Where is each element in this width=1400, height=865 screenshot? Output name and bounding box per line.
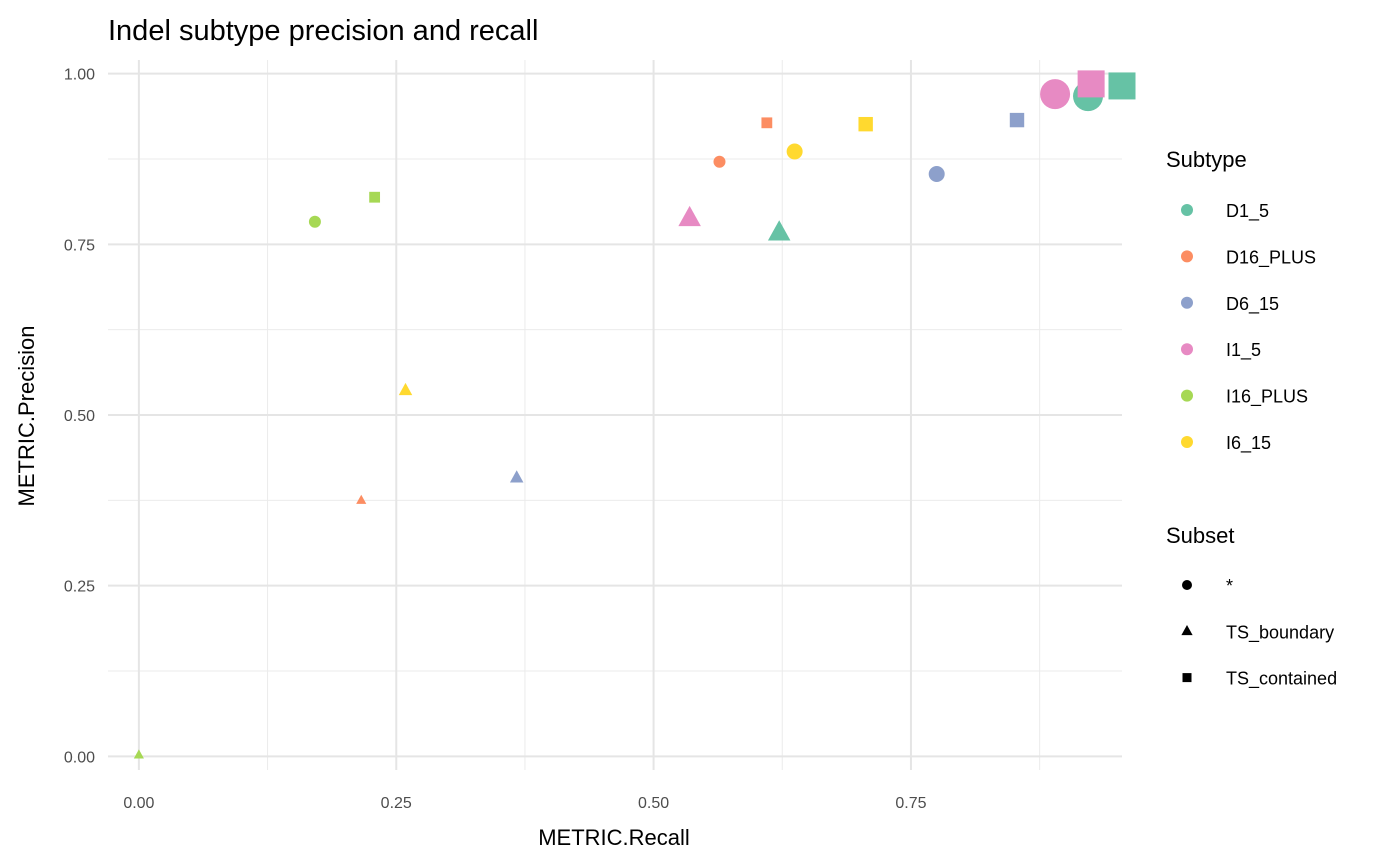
y-axis-title: METRIC.Precision (14, 326, 39, 507)
chart-title: Indel subtype precision and recall (108, 15, 538, 47)
legend-key-i1-5 (1181, 343, 1193, 356)
legend-label: D6_15 (1226, 294, 1279, 315)
legend-key-d16-plus (1181, 250, 1193, 263)
data-point-i6-15 (858, 116, 873, 132)
legend-label: * (1226, 576, 1233, 596)
x-tick-label: 0.25 (381, 795, 412, 812)
subtype-legend-title: Subtype (1166, 147, 1247, 172)
data-point-i1-5 (1077, 70, 1105, 98)
x-axis-tick-labels: 0.00 0.25 0.50 0.75 (123, 795, 926, 812)
legend-label: I16_PLUS (1226, 387, 1308, 408)
x-tick-label: 0.00 (123, 795, 154, 812)
data-point-i16-plus (369, 191, 381, 203)
y-tick-label: 1.00 (64, 67, 95, 84)
y-tick-label: 0.50 (64, 408, 95, 425)
subset-legend: Subset * TS_boundary TS_contained (1166, 523, 1337, 690)
legend-key-circle (1182, 580, 1192, 590)
y-tick-label: 0.75 (64, 237, 95, 254)
legend-key-d1-5 (1181, 204, 1193, 216)
data-point-d6-15 (509, 470, 524, 483)
data-point-i1-5 (1040, 79, 1071, 110)
x-tick-label: 0.50 (638, 795, 669, 812)
minor-gridlines (108, 60, 1122, 770)
y-tick-label: 0.00 (64, 749, 95, 766)
data-point-d6-15 (928, 166, 945, 183)
data-point-d16-plus (356, 494, 367, 504)
y-tick-label: 0.25 (64, 579, 95, 596)
legend-label: I1_5 (1226, 340, 1261, 361)
legend-key-i6-15 (1181, 436, 1193, 448)
subset-legend-title: Subset (1166, 523, 1235, 548)
data-point-i1-5 (678, 205, 701, 227)
data-point-i16-plus (308, 215, 321, 228)
subtype-legend: Subtype D1_5 D16_PLUS D6_15 I1_5 I16_PLUS I6_… (1166, 147, 1316, 454)
x-tick-label: 0.75 (895, 795, 926, 812)
data-point-d1-5 (1108, 72, 1136, 100)
legend-key-i16-plus (1181, 389, 1193, 402)
legend-key-triangle (1181, 625, 1193, 636)
data-point-d16-plus (713, 155, 726, 168)
legend-label: TS_contained (1226, 669, 1337, 690)
data-points (133, 70, 1136, 759)
data-point-d1-5 (767, 220, 791, 241)
legend-label: D1_5 (1226, 201, 1269, 222)
major-gridlines (108, 60, 1122, 770)
data-point-i16-plus (133, 749, 144, 759)
data-point-d6-15 (1009, 112, 1025, 128)
data-point-i6-15 (398, 382, 413, 396)
legend-key-square (1182, 673, 1192, 683)
y-axis-tick-labels: 0.00 0.25 0.50 0.75 1.00 (64, 67, 95, 767)
legend-label: D16_PLUS (1226, 247, 1316, 268)
x-axis-title: METRIC.Recall (538, 825, 690, 850)
legend-label: TS_boundary (1226, 622, 1334, 643)
data-point-d16-plus (761, 117, 773, 129)
legend-label: I6_15 (1226, 433, 1271, 454)
data-point-i6-15 (786, 143, 803, 160)
legend-key-d6-15 (1181, 296, 1193, 309)
